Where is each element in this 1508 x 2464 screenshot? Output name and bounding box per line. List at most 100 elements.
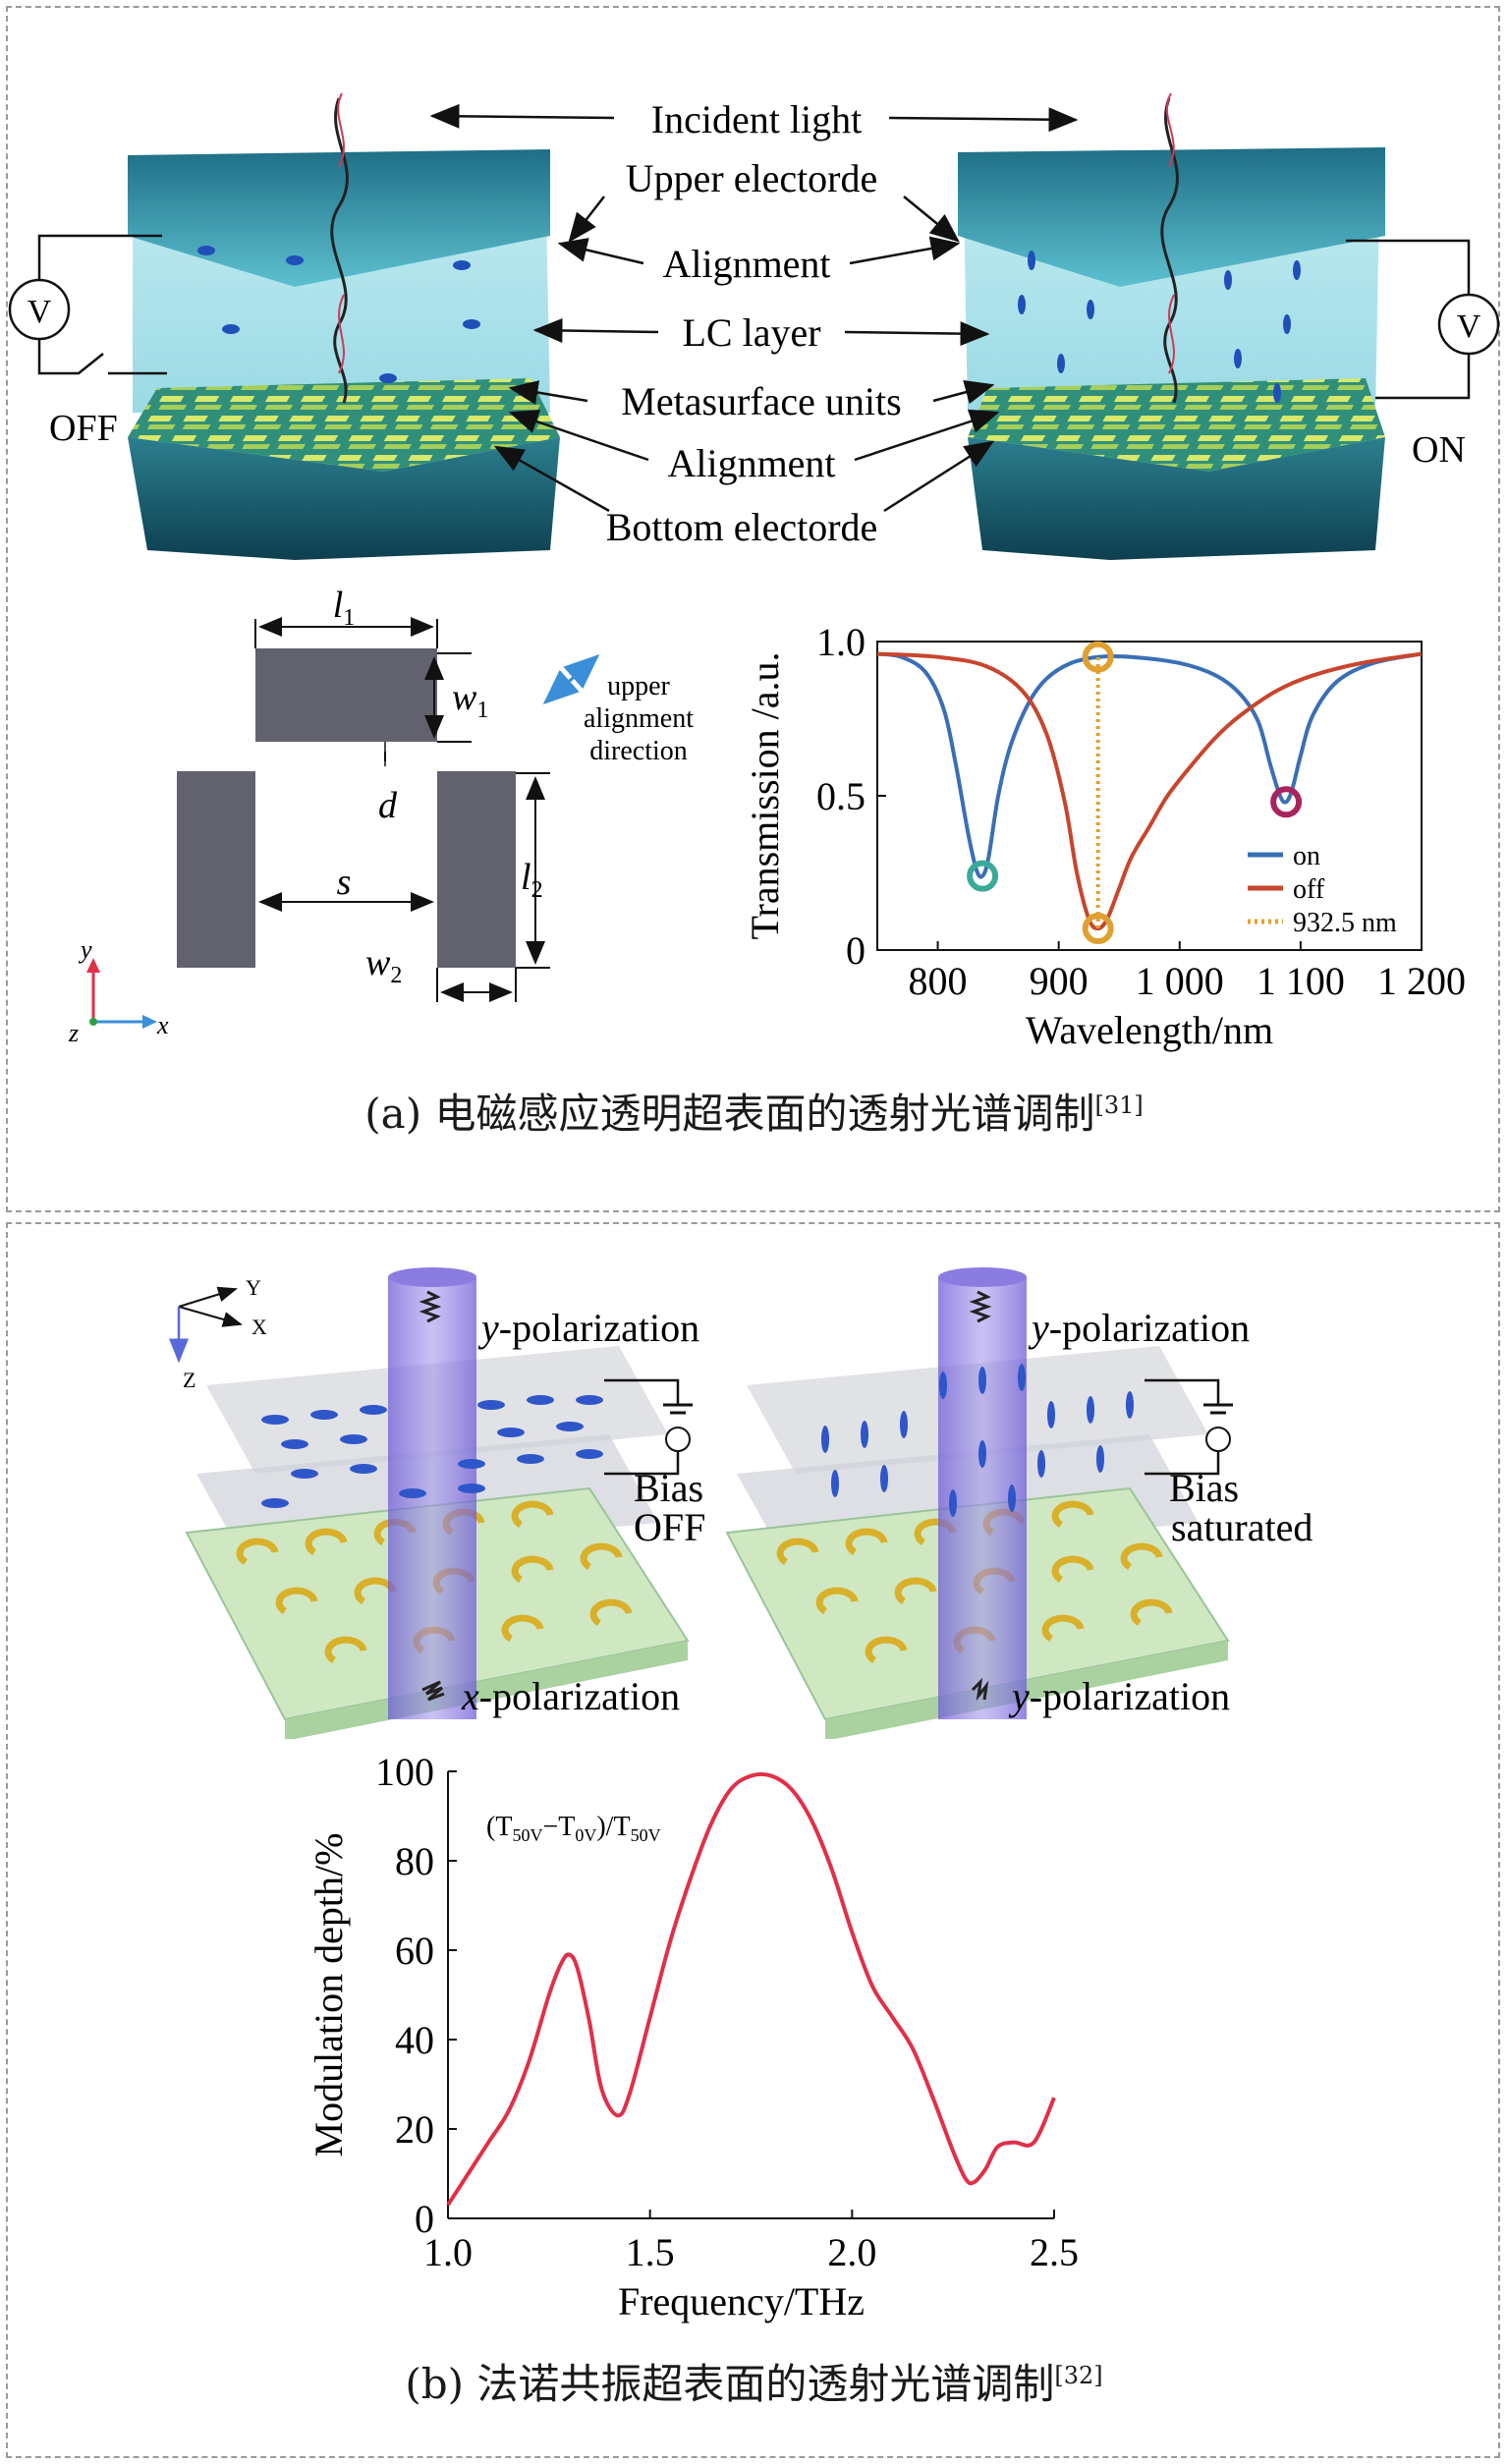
- xpol-bottom-rest: -polarization: [479, 1674, 680, 1718]
- unit-cell-diagram: l1 w1 d s l2 w2 upper alignment directio…: [68, 585, 694, 1047]
- panel-a: [6, 6, 1500, 1212]
- modulation-depth-chart: 1.0 1.5 2.0 2.5 0 20 40 60 80 100 Frequency/THz Mod…: [307, 1750, 1079, 2324]
- axis-Y-label: Y: [246, 1275, 261, 1300]
- bar-right: [437, 771, 516, 968]
- label-w1: w: [452, 677, 477, 718]
- dimension-drawing: l1 w1 d s l2 w2: [177, 585, 550, 1002]
- alignment-direction: upper alignment direction: [542, 654, 694, 766]
- y-tick-label: 0: [846, 928, 866, 973]
- chart-annotation: (T50V−T0V)/T50V: [486, 1812, 661, 1845]
- bias-sat-line1: Bias: [1169, 1466, 1239, 1510]
- axis-X-label: X: [251, 1315, 267, 1339]
- bias-off-line1: Bias: [634, 1466, 703, 1510]
- y-axis-label: Transmission /a.u.: [743, 651, 787, 939]
- label-bottom-electrode: Bottom electorde: [606, 505, 878, 549]
- coordinate-axes: y x z: [68, 935, 169, 1047]
- legend-label-1: on: [1293, 841, 1320, 871]
- series-line-1: [876, 651, 1423, 879]
- axis-Z-label: Z: [183, 1368, 195, 1392]
- voltmeter-right-label: V: [1457, 308, 1481, 345]
- ypol-right-italic: y: [1028, 1306, 1049, 1350]
- caption-b-ref: [32]: [1054, 2362, 1103, 2389]
- axis-z-label: z: [68, 1019, 79, 1047]
- bar-left: [177, 771, 255, 968]
- highlight-marker-3: [1082, 641, 1114, 673]
- ypol-left-rest: -polarization: [499, 1306, 699, 1350]
- y-tick-label: 100: [375, 1750, 434, 1794]
- bias-sat-line2: saturated: [1171, 1505, 1313, 1549]
- caption-a-text: (a) 电磁感应透明超表面的透射光谱调制: [364, 1090, 1095, 1138]
- caption-a-ref: [31]: [1094, 1092, 1144, 1119]
- voltmeter-left: [8, 278, 71, 341]
- x-tick-label: 1 200: [1377, 959, 1466, 1003]
- y-tick-label: 0: [415, 2197, 434, 2241]
- label-l1-sub: 1: [343, 605, 355, 631]
- caption-a: (a) 电磁感应透明超表面的透射光谱调制[31]: [0, 1081, 1508, 1141]
- bottom-electrode-block: [128, 437, 560, 560]
- label-alignment-top: Alignment: [662, 242, 830, 286]
- y-tick-label: 0.5: [816, 774, 866, 818]
- highlight-marker-1: [967, 860, 999, 892]
- transmission-chart: 800 900 1 000 1 100 1 200 0 0.5 1.0 Wavelength/n…: [743, 620, 1466, 1052]
- x-axis-label: Wavelength/nm: [1026, 1008, 1273, 1052]
- y-tick-label: 1.0: [816, 620, 866, 664]
- annotation-s3: 50V: [631, 1825, 661, 1845]
- axis-y-label: y: [78, 935, 92, 964]
- x-tick-label: 900: [1030, 959, 1089, 1003]
- svg-text:w1: w1: [452, 677, 488, 723]
- x-tick-label: 2.5: [1030, 2230, 1079, 2274]
- annotation-t2: −T: [542, 1812, 575, 1842]
- panel-b: [6, 1222, 1500, 2458]
- device-bias-off: [185, 1267, 693, 1739]
- xpol-bottom-italic: x: [461, 1674, 479, 1718]
- x-axis-label: Frequency/THz: [618, 2279, 865, 2324]
- svg-text:l1: l1: [333, 585, 356, 631]
- y-axis-label: Modulation depth/%: [307, 1833, 351, 2157]
- y-tick-label: 80: [395, 1839, 434, 1883]
- label-l2-sub: 2: [531, 877, 543, 903]
- lc-cell-off: V OFF: [8, 92, 560, 560]
- alignment-label-1: upper: [607, 671, 670, 701]
- highlight-marker-2: [1082, 913, 1114, 945]
- y-tick-label: 60: [395, 1929, 434, 1973]
- axis-x-label: x: [156, 1011, 169, 1039]
- label-w1-sub: 1: [476, 698, 488, 723]
- x-tick-label: 1.0: [423, 2230, 473, 2274]
- label-w2: w: [365, 942, 391, 983]
- panel-b-schematic: Y X Z: [169, 1267, 1313, 1739]
- annotation-t3: )/T: [596, 1812, 630, 1842]
- axes-triad: Y X Z: [169, 1275, 267, 1392]
- x-tick-label: 1 100: [1257, 959, 1345, 1003]
- label-on: ON: [1412, 429, 1466, 471]
- label-upper-electrode: Upper electorde: [626, 156, 878, 200]
- highlight-marker-4: [1270, 786, 1303, 818]
- bottom-electrode-block: [968, 437, 1385, 560]
- svg-text:w2: w2: [365, 942, 402, 988]
- svg-text:y-polarization: y-polarization: [477, 1306, 699, 1350]
- bar-top: [255, 648, 437, 742]
- x-tick-label: 1.5: [626, 2230, 675, 2274]
- annotation-s1: 50V: [512, 1825, 542, 1845]
- label-lc-layer: LC layer: [682, 310, 820, 355]
- x-tick-label: 800: [909, 959, 968, 1003]
- caption-b: (b) 法诺共振超表面的透射光谱调制[32]: [0, 2351, 1508, 2411]
- x-tick-label: 2.0: [827, 2230, 876, 2274]
- upper-electrode-plate: [128, 149, 550, 287]
- annotation-s2: 0V: [575, 1825, 596, 1845]
- legend-label-3: 932.5 nm: [1293, 908, 1397, 938]
- label-off: OFF: [49, 408, 118, 449]
- label-alignment-bottom: Alignment: [667, 441, 835, 485]
- series-line-1: [446, 1771, 1056, 2207]
- ypol-bottom-italic: y: [1008, 1674, 1030, 1718]
- device-bias-saturated: [725, 1267, 1233, 1739]
- lc-cell-on: V ON: [958, 92, 1500, 560]
- legend-label-2: off: [1293, 874, 1325, 905]
- schematic-callouts: Incident light Upper electorde Alignment…: [429, 97, 1079, 549]
- svg-text:x-polarization: x-polarization: [461, 1674, 680, 1718]
- voltmeter-right: [1437, 293, 1500, 356]
- bias-off-line2: OFF: [634, 1505, 705, 1549]
- svg-text:y-polarization: y-polarization: [1028, 1306, 1250, 1350]
- metasurface-plane: [128, 378, 560, 472]
- y-tick-label: 20: [395, 2107, 434, 2152]
- svg-text:l2: l2: [521, 857, 543, 903]
